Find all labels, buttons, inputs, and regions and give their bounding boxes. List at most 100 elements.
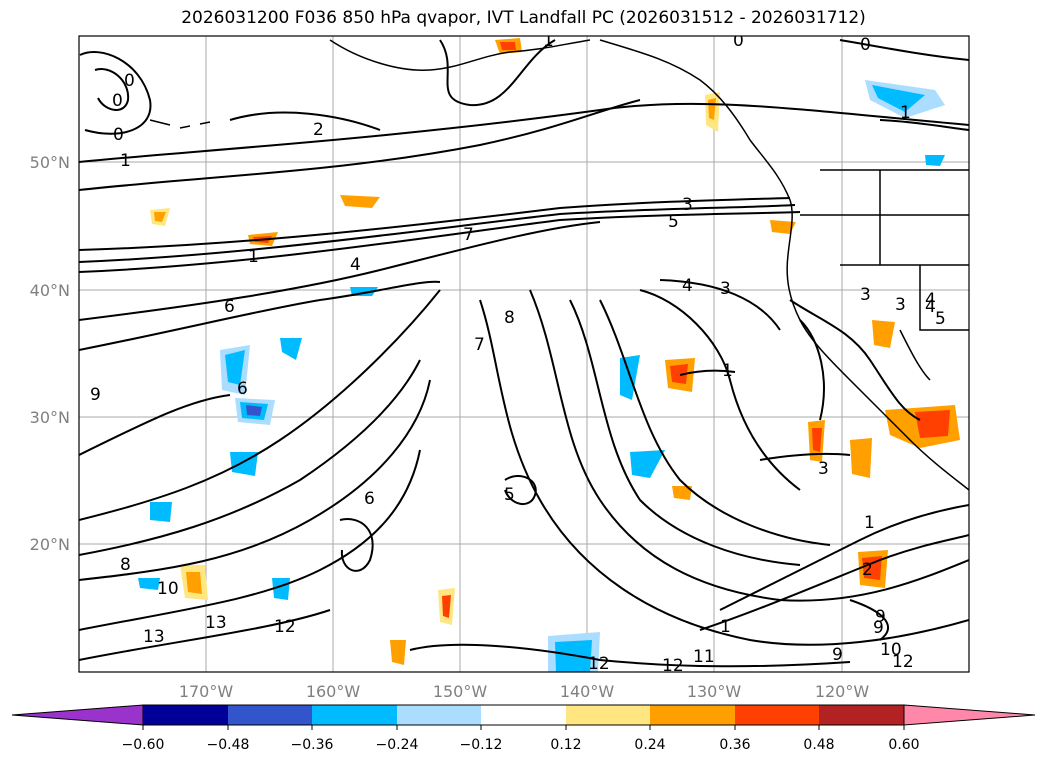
colorbar: −0.60 −0.48 −0.36 −0.24 −0.12 0.12 0.24 …: [11, 704, 1036, 753]
colorbar-tick-label: 0.48: [803, 737, 834, 753]
colorbar-tick-label: −0.48: [207, 737, 250, 753]
contour-label: 4: [682, 276, 693, 296]
contour-label: 1: [722, 361, 733, 381]
contour-label: 1: [543, 31, 554, 51]
colorbar-tick-label: 0.60: [888, 737, 919, 753]
contour-label: 4: [925, 290, 936, 310]
positive-patch: [770, 220, 796, 234]
lat-tick-label: 30°N: [30, 408, 70, 427]
positive-patch: [390, 640, 406, 665]
contour-label: 7: [474, 335, 485, 355]
contour-label: 12: [662, 656, 684, 676]
contour-label: 12: [892, 652, 914, 672]
contour-label: 2: [862, 560, 873, 580]
lon-tick-label: 120°W: [815, 682, 870, 701]
latitude-labels: 50°N 40°N 30°N 20°N: [30, 153, 70, 554]
contour-label: 3: [682, 195, 693, 215]
positive-patch: [442, 595, 451, 618]
negative-patch: [925, 155, 945, 166]
negative-patch: [150, 502, 172, 522]
positive-patch: [850, 438, 872, 478]
positive-patch: [872, 320, 895, 348]
contour-label: 0: [124, 71, 135, 91]
colorbar-tick-label: −0.60: [122, 737, 165, 753]
contour-label: 6: [237, 379, 248, 399]
contour-label: 0: [112, 91, 123, 111]
negative-patch: [630, 450, 665, 478]
colorbar-tick-label: 0.24: [634, 737, 665, 753]
contour-label: 1: [120, 151, 131, 171]
contour-label: 10: [157, 579, 179, 599]
lon-tick-label: 150°W: [433, 682, 488, 701]
contour-label: 10: [880, 640, 902, 660]
lon-tick-label: 170°W: [179, 682, 234, 701]
lon-tick-label: 140°W: [560, 682, 615, 701]
contour-label: 4: [925, 297, 936, 317]
colorbar-segment: [312, 705, 397, 725]
positive-patch: [915, 410, 950, 438]
colorbar-tick-label: −0.24: [376, 737, 419, 753]
contour-label: 0: [860, 35, 871, 55]
contour-label: 1: [900, 103, 911, 123]
colorbar-segment: [228, 705, 312, 725]
colorbar-tick-label: 0.36: [719, 737, 750, 753]
lat-tick-label: 20°N: [30, 535, 70, 554]
negative-patch: [872, 85, 925, 112]
contour-label: 11: [693, 647, 715, 667]
contour-label: 3: [720, 279, 731, 299]
colorbar-tick-label: −0.36: [291, 737, 334, 753]
positive-patch: [340, 195, 380, 208]
contour-label: 3: [860, 285, 871, 305]
contour-label: 1: [720, 617, 731, 637]
contour-label: 9: [832, 645, 843, 665]
colorbar-frame: [142, 704, 905, 726]
positive-patch: [186, 572, 202, 594]
lon-tick-label: 160°W: [306, 682, 361, 701]
contour-label: 6: [364, 489, 375, 509]
contour-label: 8: [504, 308, 515, 328]
contour-label: 3: [895, 295, 906, 315]
contour-label: 12: [274, 617, 296, 637]
qvapor-shading: [138, 38, 960, 672]
longitude-labels: 170°W 160°W 150°W 140°W 130°W 120°W: [179, 682, 870, 701]
negative-patch: [225, 350, 245, 385]
colorbar-segment: [143, 705, 228, 725]
colorbar-tick-label: 0.12: [550, 737, 581, 753]
contour-label: 8: [120, 555, 131, 575]
contour-label: 0: [113, 125, 124, 145]
colorbar-segment: [397, 705, 481, 725]
negative-patch: [280, 338, 302, 360]
contour-label: 5: [668, 212, 679, 232]
colorbar-segment: [481, 705, 566, 725]
contour-label: 13: [143, 627, 165, 647]
contour-label: 6: [224, 297, 235, 317]
contour-label: 1: [864, 513, 875, 533]
contour-label: 9: [873, 618, 884, 638]
colorbar-extend-max: [903, 704, 1036, 726]
contour-label: 4: [350, 255, 361, 275]
map-frame: [78, 35, 970, 673]
contour-label: 5: [935, 309, 946, 329]
contour-label: 9: [90, 385, 101, 405]
colorbar-tick-label: −0.12: [460, 737, 503, 753]
positive-patch: [670, 364, 688, 384]
contour-label-layer: 0 0 1 1 2 0 0 0 1 3 5 1 4 6 4 3 7 8 7 6 …: [90, 31, 946, 676]
positive-patch: [672, 486, 692, 500]
contour-label: 9: [875, 607, 886, 627]
ivt-contours: [79, 39, 969, 668]
colorbar-segment: [819, 705, 904, 725]
contour-label: 1: [248, 247, 259, 267]
positive-patch: [154, 212, 166, 222]
negative-patch: [138, 578, 160, 590]
map-title: 2026031200 F036 850 hPa qvapor, IVT Land…: [181, 8, 866, 28]
positive-patch: [812, 428, 822, 452]
contour-label: 5: [504, 485, 515, 505]
lon-tick-label: 130°W: [687, 682, 742, 701]
contour-label: 12: [588, 654, 610, 674]
contour-label: 0: [733, 31, 744, 51]
map-panel: [79, 36, 969, 672]
colorbar-segment: [650, 705, 735, 725]
contour-label: 7: [463, 225, 474, 245]
colorbar-extend-min: [11, 704, 144, 726]
